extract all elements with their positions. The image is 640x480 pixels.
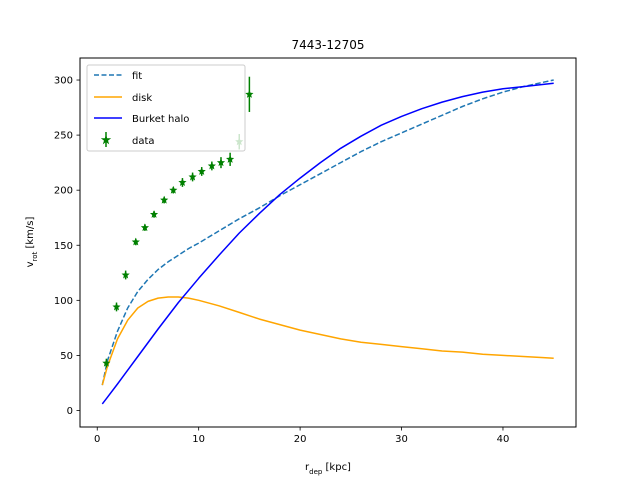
series-layer	[101, 79, 554, 405]
data-marker	[149, 210, 159, 218]
chart-title: 7443-12705	[291, 38, 364, 52]
y-tick-label: 250	[54, 131, 73, 142]
y-tick-label: 100	[54, 296, 73, 307]
x-axis-ticks: 0 10 20 30 40	[94, 427, 509, 445]
x-tick-label: 10	[192, 434, 205, 445]
data-point	[169, 185, 178, 194]
legend-entry-data: data	[100, 132, 155, 147]
plot-area	[101, 76, 554, 405]
data-point	[131, 237, 140, 246]
data-marker	[112, 302, 121, 311]
data-marker	[188, 172, 197, 181]
data-marker	[160, 195, 169, 204]
y-tick-label: 50	[60, 351, 73, 362]
y-axis-label: vrot [km/s]	[25, 217, 39, 268]
series-line-fit	[101, 79, 554, 386]
data-marker	[121, 270, 130, 279]
data-point	[160, 195, 169, 204]
legend-swatch-data-marker	[100, 134, 112, 145]
data-marker	[197, 167, 206, 175]
y-tick-label: 150	[54, 241, 73, 252]
x-tick-label: 0	[94, 434, 100, 445]
data-point	[121, 270, 130, 280]
y-tick-label: 300	[54, 76, 73, 87]
axes-frame	[79, 57, 577, 428]
data-marker	[216, 158, 226, 167]
data-marker	[245, 90, 254, 98]
legend-box	[86, 64, 246, 152]
data-point	[245, 76, 254, 112]
data-point	[216, 157, 226, 169]
data-point	[112, 302, 121, 312]
data-marker	[178, 178, 187, 186]
y-tick-label: 0	[67, 406, 73, 417]
legend-entry-disk: disk	[94, 93, 152, 104]
legend-entry-halo: Burket halo	[94, 114, 189, 125]
data-marker	[207, 161, 216, 170]
x-axis-label: rdep [kpc]	[305, 462, 351, 476]
legend-label-halo: Burket halo	[132, 114, 189, 125]
data-point	[149, 210, 159, 218]
data-point	[102, 358, 111, 368]
x-tick-label: 20	[294, 434, 307, 445]
data-point	[140, 223, 150, 232]
data-marker	[140, 223, 150, 232]
legend: fit disk Burket halo data	[86, 64, 246, 152]
data-marker	[226, 155, 235, 163]
x-tick-label: 30	[395, 434, 408, 445]
data-point	[207, 161, 216, 171]
legend-label-data: data	[132, 136, 155, 147]
legend-label-disk: disk	[132, 93, 152, 104]
data-point	[197, 167, 206, 176]
data-marker	[169, 185, 178, 194]
x-tick-label: 40	[497, 434, 510, 445]
y-tick-label: 200	[54, 186, 73, 197]
data-point	[178, 178, 187, 187]
data-point	[226, 152, 235, 166]
data-point	[188, 172, 197, 182]
legend-entry-fit: fit	[94, 71, 142, 82]
series-line-disk	[101, 296, 554, 386]
data-marker	[131, 237, 140, 246]
data-marker	[102, 358, 111, 367]
series-line-halo	[101, 82, 554, 405]
y-axis-ticks: 0 50 100 150 200 250 300	[54, 76, 80, 417]
legend-label-fit: fit	[132, 71, 142, 82]
